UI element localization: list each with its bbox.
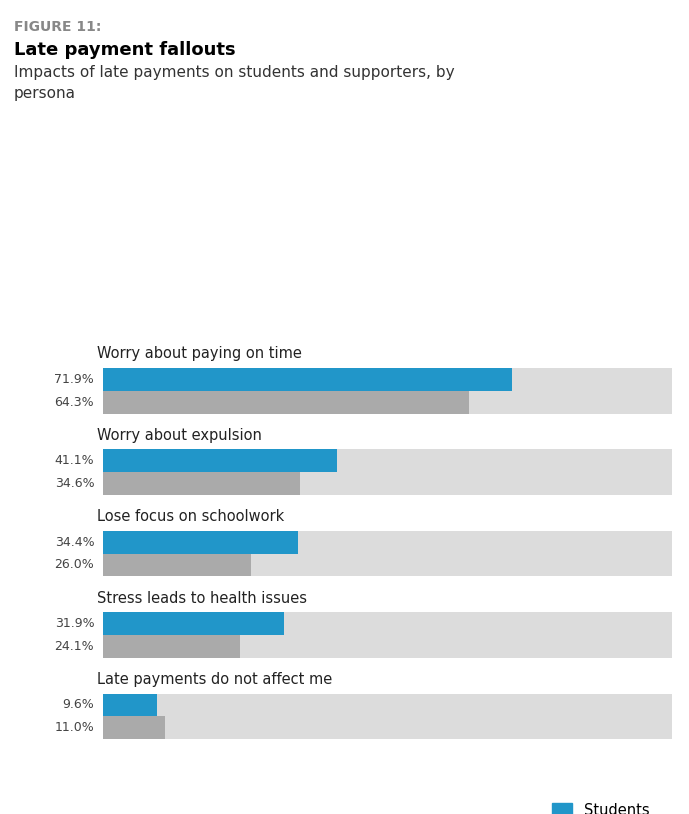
Bar <box>103 694 672 716</box>
Bar <box>103 531 672 554</box>
Text: 31.9%: 31.9% <box>54 617 94 630</box>
Legend: Students, Supporters: Students, Supporters <box>551 803 664 814</box>
Bar <box>103 449 672 472</box>
Bar <box>103 472 672 495</box>
Bar <box>103 554 672 576</box>
Text: Late payment fallouts: Late payment fallouts <box>14 41 236 59</box>
Text: 64.3%: 64.3% <box>54 396 94 409</box>
Bar <box>103 368 672 391</box>
Bar <box>103 635 240 658</box>
Bar <box>103 694 157 716</box>
Bar <box>103 531 298 554</box>
Text: 24.1%: 24.1% <box>54 640 94 653</box>
Bar <box>103 368 512 391</box>
Text: 11.0%: 11.0% <box>54 721 94 734</box>
Text: 71.9%: 71.9% <box>54 373 94 386</box>
Bar <box>103 612 285 635</box>
Text: FIGURE 11:: FIGURE 11: <box>14 20 101 34</box>
Text: 26.0%: 26.0% <box>54 558 94 571</box>
Bar <box>103 554 251 576</box>
Bar <box>103 716 165 739</box>
Bar <box>103 391 469 414</box>
Text: Lose focus on schoolwork: Lose focus on schoolwork <box>97 510 285 524</box>
Bar <box>103 612 672 635</box>
Bar <box>103 449 337 472</box>
Text: Impacts of late payments on students and supporters, by
persona: Impacts of late payments on students and… <box>14 65 455 101</box>
Text: 9.6%: 9.6% <box>63 698 94 711</box>
Text: 41.1%: 41.1% <box>54 454 94 467</box>
Text: Late payments do not affect me: Late payments do not affect me <box>97 672 332 687</box>
Text: 34.4%: 34.4% <box>54 536 94 549</box>
Bar <box>103 635 672 658</box>
Text: Worry about paying on time: Worry about paying on time <box>97 347 302 361</box>
Text: Stress leads to health issues: Stress leads to health issues <box>97 591 307 606</box>
Text: 34.6%: 34.6% <box>54 477 94 490</box>
Bar <box>103 391 672 414</box>
Text: Worry about expulsion: Worry about expulsion <box>97 428 262 443</box>
Bar <box>103 472 300 495</box>
Bar <box>103 716 672 739</box>
